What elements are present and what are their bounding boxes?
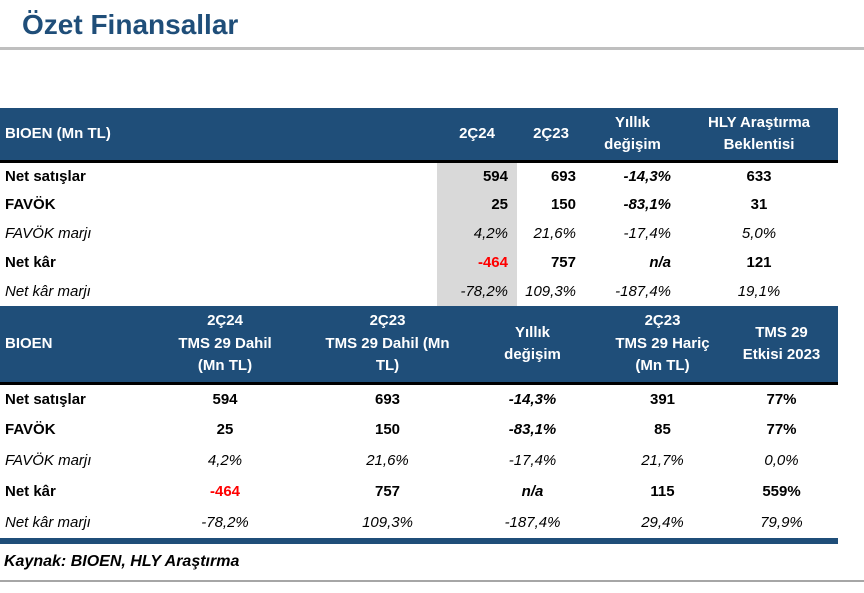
column-header-tms29-effect: TMS 29 Etkisi 2023 <box>725 306 838 385</box>
cell-value-negative: -464 <box>209 483 241 501</box>
column-header-2c23: 2Ç23 <box>517 108 585 163</box>
column-header-yoy-change: Yıllık değişim <box>585 108 680 163</box>
cell-value: -17,4% <box>508 452 557 470</box>
cell-value: 115 <box>650 483 675 501</box>
cell-value: 693 <box>550 168 576 186</box>
row-label: FAVÖK marjı <box>5 452 92 470</box>
cell-value: 4,2% <box>207 452 243 470</box>
table-row: FAVÖK marjı 4,2% 21,6% -17,4% 21,7% 0,0% <box>0 445 838 476</box>
row-label: Net kâr marjı <box>5 283 91 301</box>
cell-value: 79,9% <box>760 514 803 532</box>
table-header-row: BIOEN 2Ç24 TMS 29 Dahil (Mn TL) 2Ç23 TMS… <box>0 306 838 385</box>
cell-value: 693 <box>374 391 401 409</box>
cell-value: 0,0% <box>764 452 799 470</box>
cell-value: 121 <box>746 254 772 272</box>
page-title: Özet Finansallar <box>22 9 239 40</box>
table-row: Net kâr marjı -78,2% 109,3% -187,4% 19,1… <box>0 277 838 307</box>
cell-value: 109,3% <box>525 283 576 301</box>
cell-value: 633 <box>746 168 772 186</box>
column-header-2c24-tms29-incl: 2Ç24 TMS 29 Dahil (Mn TL) <box>140 306 310 385</box>
cell-value: 594 <box>437 161 517 191</box>
cell-value: -78,2% <box>437 277 517 307</box>
column-header-2c23-tms29-excl: 2Ç23 TMS 29 Hariç (Mn TL) <box>600 306 725 385</box>
table-row: FAVÖK 25 150 -83,1% 31 <box>0 190 838 220</box>
cell-value: -187,4% <box>615 283 671 301</box>
cell-value: 25 <box>216 421 234 439</box>
cell-value: 594 <box>212 391 238 409</box>
cell-value: -14,3% <box>623 168 671 186</box>
table-row: Net kâr marjı -78,2% 109,3% -187,4% 29,4… <box>0 507 838 538</box>
table-row: Net kâr -464 757 n/a 121 <box>0 248 838 278</box>
cell-value: 31 <box>750 196 768 214</box>
row-label: Net satışlar <box>5 391 86 409</box>
cell-value: 5,0% <box>741 225 777 243</box>
cell-value: 29,4% <box>641 514 684 532</box>
page-bottom-divider <box>0 580 864 583</box>
cell-value: 4,2% <box>437 219 517 249</box>
cell-value: -78,2% <box>201 514 249 532</box>
column-header-hly-estimate: HLY Araştırma Beklentisi <box>680 108 838 163</box>
cell-value: -17,4% <box>623 225 671 243</box>
cell-value: 21,6% <box>366 452 409 470</box>
column-header-yoy-change: Yıllık değişim <box>465 306 600 385</box>
cell-value: 21,7% <box>641 452 684 470</box>
column-header-2c23-tms29-incl: 2Ç23 TMS 29 Dahil (Mn TL) <box>310 306 465 385</box>
cell-value: -83,1% <box>623 196 671 214</box>
table-row: FAVÖK marjı 4,2% 21,6% -17,4% 5,0% <box>0 219 838 249</box>
column-header-2c24: 2Ç24 <box>437 108 517 163</box>
table-row: Net satışlar 594 693 -14,3% 633 <box>0 161 838 191</box>
row-label: Net kâr marjı <box>5 514 91 532</box>
cell-value: 85 <box>654 421 671 439</box>
cell-value: 25 <box>437 190 517 220</box>
cell-value: -187,4% <box>504 514 561 532</box>
row-label: Net kâr <box>5 483 56 501</box>
row-label: FAVÖK marjı <box>5 225 92 243</box>
title-divider <box>0 47 864 51</box>
cell-value: 19,1% <box>737 283 781 301</box>
cell-value: 757 <box>550 254 576 272</box>
cell-value-negative: -464 <box>437 248 517 278</box>
table-row: Net satışlar 594 693 -14,3% 391 77% <box>0 383 838 414</box>
tms29-comparison-table: BIOEN 2Ç24 TMS 29 Dahil (Mn TL) 2Ç23 TMS… <box>0 306 838 538</box>
cell-value: n/a <box>521 483 544 501</box>
row-label: FAVÖK <box>5 196 56 214</box>
cell-value: 77% <box>766 421 797 439</box>
cell-value: 391 <box>649 391 676 409</box>
cell-value: 109,3% <box>362 514 413 532</box>
table-header-row: BIOEN (Mn TL) 2Ç24 2Ç23 Yıllık değişim H… <box>0 108 838 163</box>
row-label: Net satışlar <box>5 168 86 186</box>
cell-value: 559% <box>762 483 801 501</box>
column-header-company: BIOEN <box>0 306 140 385</box>
table-bottom-bar <box>0 538 838 545</box>
table-row: Net kâr -464 757 n/a 115 559% <box>0 476 838 507</box>
table-row: FAVÖK 25 150 -83,1% 85 77% <box>0 414 838 445</box>
cell-value: 757 <box>374 483 401 501</box>
row-label: FAVÖK <box>5 421 56 439</box>
cell-value: -83,1% <box>508 421 557 439</box>
cell-value: 150 <box>374 421 401 439</box>
cell-value: -14,3% <box>508 391 557 409</box>
source-note: Kaynak: BIOEN, HLY Araştırma <box>4 553 240 571</box>
quarterly-summary-table: BIOEN (Mn TL) 2Ç24 2Ç23 Yıllık değişim H… <box>0 108 838 307</box>
cell-value: 150 <box>550 196 576 214</box>
row-label: Net kâr <box>5 254 56 272</box>
cell-value: 21,6% <box>533 225 576 243</box>
cell-value: 77% <box>766 391 797 409</box>
column-header-company: BIOEN (Mn TL) <box>0 108 437 163</box>
cell-value: n/a <box>649 254 671 272</box>
